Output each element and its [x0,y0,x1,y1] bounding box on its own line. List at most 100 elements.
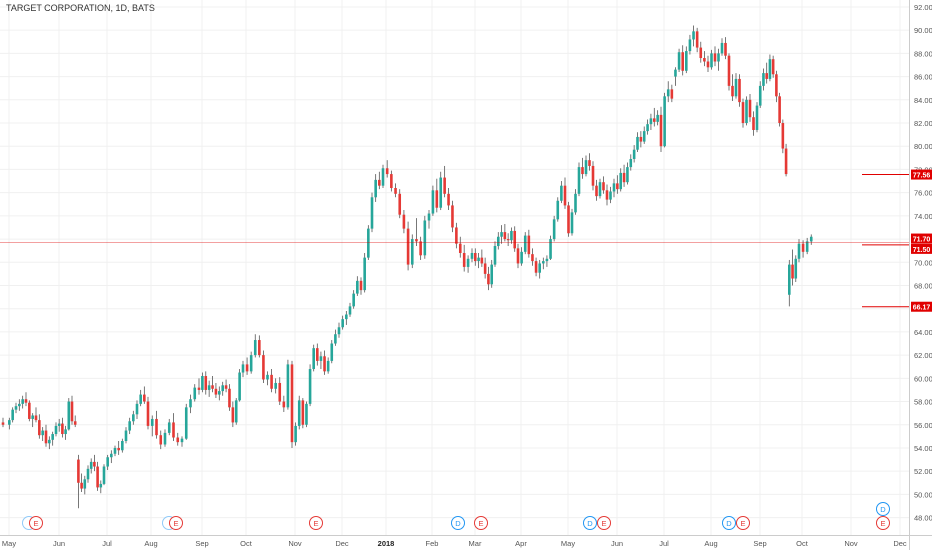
candle-body [262,355,265,380]
candle-up [466,255,470,273]
candle-up [646,119,649,135]
candle-body [167,422,171,433]
candle-down [143,386,146,404]
candle-up [305,401,308,428]
candle-down [581,157,584,179]
candle-down [531,248,534,266]
candle-up [102,464,106,486]
candle-body [797,243,801,259]
candle-body [788,264,791,295]
candle-body [419,241,422,256]
candle-up [632,145,636,163]
event-marker-letter: E [33,519,38,528]
candle-body [61,423,64,435]
candle-body [352,293,355,307]
candle-down [214,382,218,399]
candle-body [570,212,574,234]
candle-body [218,391,221,395]
candle-body [439,177,443,208]
candle-down [801,240,805,258]
candle-body [542,261,545,264]
candle-up [253,334,257,358]
candle-down [752,111,755,136]
candle-up [427,210,431,229]
candle-up [619,168,623,192]
candle-up [542,257,545,270]
candle-body [319,356,323,361]
candle-body [605,190,609,200]
y-tick-label: 70.00 [914,258,932,267]
candle-body [602,182,605,191]
x-tick-label: Oct [796,539,809,548]
candle-body [231,407,235,423]
candle-up [48,436,51,450]
candle-body [245,364,249,372]
candle-down [748,94,752,122]
candle-body [695,31,699,48]
candle-down [602,176,605,194]
candle-body [577,167,581,194]
candle-down [146,396,150,430]
x-tick-label: Nov [288,539,302,548]
y-tick-label: 92.00 [914,3,932,12]
candle-body [57,423,61,426]
candle-up [584,155,588,177]
candle-up [797,239,801,263]
event-marker-circle [29,516,43,530]
candle-up [549,235,552,260]
candle-up [609,186,612,204]
candle-body [234,400,238,423]
candle-body [805,241,809,252]
candle-down [415,218,418,247]
candle-body [431,190,435,214]
candle-down [681,45,684,76]
candle-down [595,179,598,201]
earnings-marker-icon: E [736,516,750,530]
candle-up [538,259,541,279]
candle-body [249,355,253,372]
candle-up [184,403,188,440]
candle-body [238,372,241,401]
candle-down [44,424,48,447]
candle-down [224,379,228,393]
candle-down [771,55,775,78]
candle-down [385,160,389,178]
candle-body [83,479,87,489]
x-tick-label: Dec [893,539,907,548]
candle-down [197,378,201,395]
x-tick-label: Jul [102,539,112,548]
candle-body [765,73,768,79]
candle-up [500,225,503,244]
candle-up [768,54,772,82]
candle-body [14,406,18,410]
candle-body [581,167,584,175]
candle-up [809,234,813,245]
candle-body [500,232,503,237]
candle-up [374,174,377,202]
candle-body [738,78,741,103]
event-marker-letter: E [880,519,885,528]
candle-down [605,184,609,206]
candle-up [692,25,695,47]
candle-body [370,197,374,229]
candle-body [652,118,656,122]
candle-body [552,219,556,240]
candle-down [622,164,626,187]
x-tick-label: Dec [335,539,349,548]
price-label-text: 71.70 [913,237,931,244]
candle-body [663,96,666,147]
y-tick-label: 54.00 [914,444,932,453]
candle-body [487,273,490,285]
candle-down [775,70,778,103]
earnings-marker-icon: E [309,516,323,530]
candle-body [549,239,552,259]
candle-down [713,46,717,67]
candle-body [132,414,135,422]
candle-body [253,340,257,356]
candle-down [616,175,619,194]
candle-down [270,369,273,393]
candle-down [155,410,158,439]
candle-up [356,276,359,296]
candle-up [57,418,61,432]
